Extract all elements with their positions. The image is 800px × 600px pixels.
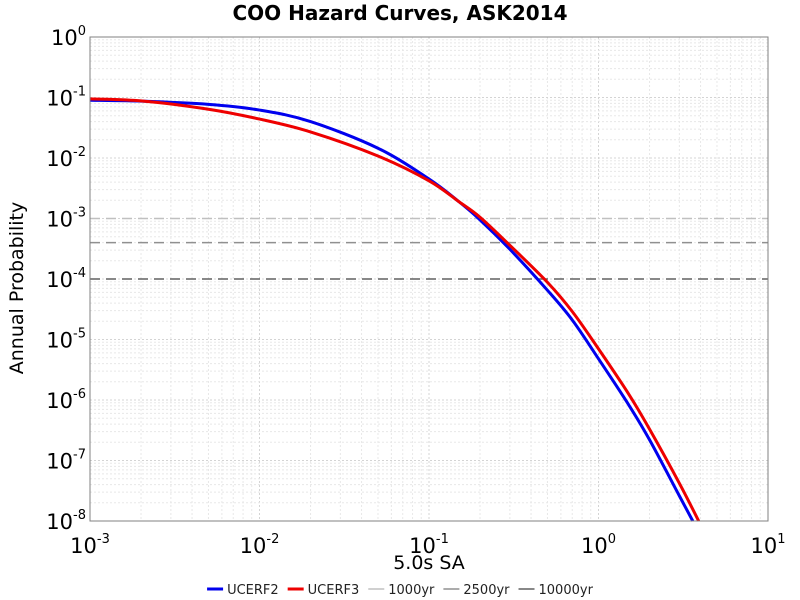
y-tick-base: 10 xyxy=(46,268,73,292)
x-tick-exponent: -3 xyxy=(97,532,110,547)
series-line-UCERF2 xyxy=(89,98,695,522)
x-tick-base: 10 xyxy=(409,534,436,558)
y-tick-exponent: -2 xyxy=(73,145,86,160)
y-tick-base: 10 xyxy=(46,510,73,534)
y-tick-base: 10 xyxy=(46,329,73,353)
y-tick-base: 10 xyxy=(46,147,73,171)
y-tick-exponent: -8 xyxy=(73,508,86,523)
y-tick-label: 10 -8 xyxy=(46,508,86,534)
y-tick-exponent: -7 xyxy=(73,448,86,463)
y-tick-exponent: 0 xyxy=(78,24,86,39)
x-tick-exponent: -2 xyxy=(266,532,279,547)
y-axis-label: Annual Probability xyxy=(6,202,28,375)
legend-item-2500yr: 2500yr xyxy=(443,583,510,598)
y-tick-label: 10 -4 xyxy=(46,266,86,292)
x-tick-label: 10 1 xyxy=(750,532,785,558)
series-lines xyxy=(89,97,701,522)
y-tick-exponent: -3 xyxy=(73,206,86,221)
y-tick-label: 10 0 xyxy=(51,24,86,50)
legend-item-UCERF2: UCERF2 xyxy=(207,583,279,598)
y-tick-label: 10 -1 xyxy=(46,85,86,111)
y-tick-label: 10 -2 xyxy=(46,145,86,171)
legend-label: UCERF3 xyxy=(308,583,360,598)
x-tick-exponent: -1 xyxy=(436,532,449,547)
legend-label: 2500yr xyxy=(463,583,510,598)
y-tick-base: 10 xyxy=(46,87,73,111)
x-tick-base: 10 xyxy=(70,534,97,558)
y-tick-base: 10 xyxy=(46,450,73,474)
legend-label: UCERF2 xyxy=(227,583,279,598)
y-tick-base: 10 xyxy=(51,26,78,50)
y-tick-label: 10 -5 xyxy=(46,327,86,353)
legend-label: 1000yr xyxy=(388,583,435,598)
legend-item-1000yr: 1000yr xyxy=(368,583,435,598)
y-tick-exponent: -6 xyxy=(73,387,86,402)
legend-item-10000yr: 10000yr xyxy=(518,583,594,598)
x-tick-exponent: 0 xyxy=(608,532,616,547)
x-tick-base: 10 xyxy=(240,534,267,558)
chart-title: COO Hazard Curves, ASK2014 xyxy=(232,1,567,25)
y-tick-label: 10 -7 xyxy=(46,448,86,474)
x-tick-label: 10 -1 xyxy=(409,532,449,558)
y-tick-label: 10 -3 xyxy=(46,206,86,232)
series-line-UCERF3 xyxy=(89,97,701,522)
y-tick-exponent: -4 xyxy=(73,266,86,281)
x-tick-label: 10 0 xyxy=(581,532,616,558)
legend-item-UCERF3: UCERF3 xyxy=(287,583,360,598)
x-tick-base: 10 xyxy=(750,534,777,558)
plot-area-frame xyxy=(89,36,769,522)
y-tick-exponent: -5 xyxy=(73,327,86,342)
x-axis-label: 5.0s SA xyxy=(393,552,465,574)
x-tick-label: 10 -3 xyxy=(70,532,110,558)
y-tick-base: 10 xyxy=(46,389,73,413)
x-tick-label: 10 -2 xyxy=(240,532,280,558)
x-tick-base: 10 xyxy=(581,534,608,558)
y-tick-base: 10 xyxy=(46,208,73,232)
x-tick-exponent: 1 xyxy=(777,532,785,547)
y-tick-label: 10 -6 xyxy=(46,387,86,413)
legend: UCERF2 UCERF3 1000yr 2500yr 10000yr xyxy=(207,583,594,598)
y-tick-exponent: -1 xyxy=(73,85,86,100)
reference-lines xyxy=(90,217,768,280)
legend-label: 10000yr xyxy=(539,583,594,598)
